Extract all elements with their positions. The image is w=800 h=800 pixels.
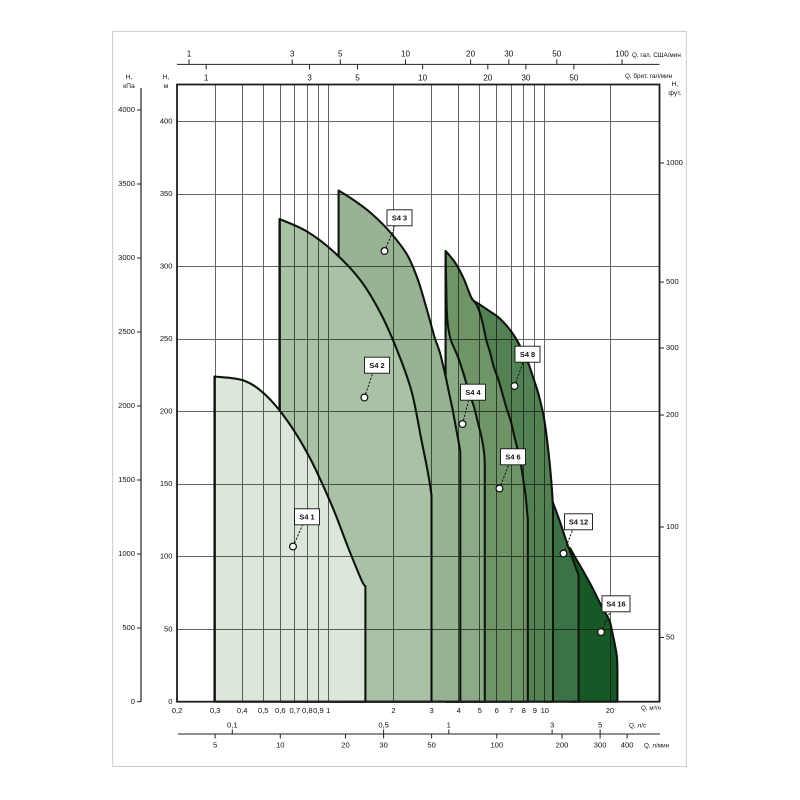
svg-text:250: 250 (160, 334, 173, 343)
svg-text:6: 6 (495, 706, 499, 715)
svg-text:H,: H, (126, 74, 133, 81)
svg-text:10: 10 (276, 741, 284, 750)
svg-text:100: 100 (666, 522, 679, 531)
svg-text:1000: 1000 (666, 158, 683, 167)
svg-text:0,5: 0,5 (378, 721, 389, 730)
svg-text:3: 3 (307, 74, 312, 83)
svg-text:5: 5 (213, 741, 217, 750)
svg-text:1: 1 (447, 721, 451, 730)
svg-text:S4 8: S4 8 (520, 350, 535, 359)
svg-text:400: 400 (621, 741, 634, 750)
svg-text:5: 5 (478, 706, 482, 715)
svg-text:3: 3 (550, 721, 554, 730)
svg-text:50: 50 (552, 50, 562, 59)
svg-text:200: 200 (666, 410, 679, 419)
svg-text:0,5: 0,5 (258, 706, 269, 715)
svg-text:300: 300 (594, 741, 607, 750)
svg-text:кПа: кПа (123, 83, 135, 90)
svg-text:0,3: 0,3 (210, 706, 221, 715)
svg-text:0,6: 0,6 (275, 706, 286, 715)
svg-text:50: 50 (569, 74, 579, 83)
svg-text:0,9: 0,9 (313, 706, 324, 715)
svg-text:1: 1 (326, 706, 330, 715)
svg-text:150: 150 (160, 479, 173, 488)
svg-text:1: 1 (187, 50, 192, 59)
svg-text:3: 3 (290, 50, 295, 59)
svg-text:5: 5 (338, 50, 343, 59)
svg-text:2: 2 (391, 706, 395, 715)
svg-text:500: 500 (666, 277, 679, 286)
svg-text:2000: 2000 (118, 401, 135, 410)
svg-text:5: 5 (598, 721, 602, 730)
svg-text:5: 5 (355, 74, 360, 83)
svg-text:10: 10 (541, 706, 549, 715)
svg-text:20: 20 (606, 706, 614, 715)
svg-text:7: 7 (509, 706, 513, 715)
svg-text:S4 6: S4 6 (505, 453, 520, 462)
svg-text:0,8: 0,8 (302, 706, 313, 715)
svg-text:S4 12: S4 12 (569, 518, 588, 527)
svg-text:200: 200 (556, 741, 569, 750)
svg-text:Q, м³/ч: Q, м³/ч (641, 705, 661, 712)
svg-text:Q, л/с: Q, л/с (629, 723, 646, 730)
svg-text:300: 300 (666, 343, 679, 352)
svg-text:0: 0 (131, 697, 135, 706)
svg-text:30: 30 (521, 74, 531, 83)
svg-text:S4 2: S4 2 (369, 361, 384, 370)
svg-text:20: 20 (341, 741, 349, 750)
svg-text:1: 1 (204, 74, 209, 83)
svg-text:10: 10 (418, 74, 428, 83)
svg-text:H,: H, (163, 74, 170, 81)
svg-text:50: 50 (666, 633, 674, 642)
svg-text:10: 10 (401, 50, 411, 59)
svg-text:4: 4 (457, 706, 461, 715)
svg-text:S4 3: S4 3 (392, 214, 407, 223)
svg-text:м: м (164, 83, 169, 90)
svg-text:100: 100 (160, 552, 173, 561)
svg-text:20: 20 (483, 74, 493, 83)
svg-text:50: 50 (164, 624, 172, 633)
svg-text:Q, брит. гал/мин: Q, брит. гал/мин (625, 72, 673, 80)
svg-text:300: 300 (160, 262, 173, 271)
svg-text:200: 200 (160, 407, 173, 416)
svg-text:50: 50 (427, 741, 435, 750)
svg-text:8: 8 (522, 706, 526, 715)
svg-text:1000: 1000 (118, 549, 135, 558)
svg-text:0,4: 0,4 (237, 706, 248, 715)
svg-text:3: 3 (429, 706, 433, 715)
svg-text:3500: 3500 (118, 179, 135, 188)
svg-text:350: 350 (160, 189, 173, 198)
svg-text:0,1: 0,1 (227, 721, 238, 730)
svg-text:500: 500 (122, 623, 135, 632)
svg-text:фут.: фут. (668, 90, 681, 97)
svg-text:0,2: 0,2 (172, 706, 183, 715)
svg-text:S4 16: S4 16 (606, 600, 625, 609)
svg-text:0,7: 0,7 (290, 706, 301, 715)
svg-text:100: 100 (490, 741, 503, 750)
svg-text:2500: 2500 (118, 327, 135, 336)
svg-text:0: 0 (168, 697, 172, 706)
svg-text:4000: 4000 (118, 105, 135, 114)
svg-text:H,: H, (672, 81, 679, 88)
svg-text:30: 30 (504, 50, 514, 59)
svg-text:400: 400 (160, 117, 173, 126)
svg-text:3000: 3000 (118, 253, 135, 262)
svg-text:S4 1: S4 1 (299, 513, 314, 522)
svg-text:Q, л/мин: Q, л/мин (644, 743, 670, 750)
svg-text:100: 100 (615, 50, 629, 59)
svg-text:1500: 1500 (118, 475, 135, 484)
svg-text:9: 9 (533, 706, 537, 715)
svg-text:30: 30 (379, 741, 387, 750)
svg-text:20: 20 (466, 50, 476, 59)
svg-text:Q, гал. США/мин: Q, гал. США/мин (632, 52, 681, 59)
svg-text:S4 4: S4 4 (465, 388, 481, 397)
